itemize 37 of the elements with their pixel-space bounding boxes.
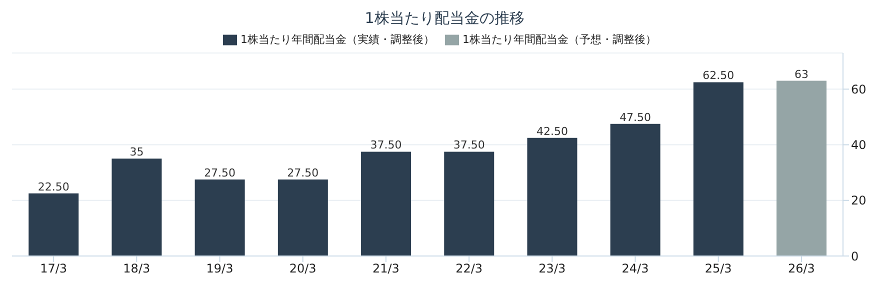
data-label: 47.50 <box>620 110 652 124</box>
bar <box>444 152 494 256</box>
bar <box>610 124 660 256</box>
chart-title: 1株当たり配当金の推移 <box>364 8 526 28</box>
y-tick-label: 0 <box>851 249 859 264</box>
x-tick-label: 23/3 <box>538 262 566 276</box>
legend-label: 1株当たり年間配当金（実績・調整後） <box>240 33 434 46</box>
x-tick-label: 26/3 <box>788 262 815 276</box>
x-tick-label: 25/3 <box>704 262 732 276</box>
bar <box>278 180 328 256</box>
data-label: 35 <box>130 146 144 159</box>
x-tick-label: 20/3 <box>289 262 316 276</box>
data-label: 63 <box>794 68 809 81</box>
bar <box>693 82 744 256</box>
y-tick-label: 20 <box>851 194 866 208</box>
x-tick-label: 21/3 <box>372 262 400 276</box>
data-label: 37.50 <box>370 138 402 152</box>
x-tick-label: 19/3 <box>206 262 234 276</box>
bar <box>194 180 245 256</box>
data-label: 62.50 <box>702 69 734 82</box>
bar <box>28 193 79 256</box>
bar <box>776 80 827 256</box>
data-label: 42.50 <box>536 124 568 138</box>
data-label: 27.50 <box>287 166 319 180</box>
legend-label: 1株当たり年間配当金（予想・調整後） <box>462 33 656 46</box>
x-tick-label: 24/3 <box>622 262 649 276</box>
data-label: 22.50 <box>38 180 70 194</box>
bar <box>527 138 578 256</box>
y-tick-label: 40 <box>851 138 866 152</box>
data-label: 27.50 <box>204 166 236 180</box>
data-label: 37.50 <box>453 138 485 152</box>
x-tick-label: 17/3 <box>40 262 68 276</box>
x-tick-label: 18/3 <box>123 262 150 276</box>
y-tick-label: 60 <box>851 82 866 96</box>
x-tick-label: 22/3 <box>456 262 483 276</box>
bar <box>112 158 162 256</box>
bar <box>361 152 412 256</box>
